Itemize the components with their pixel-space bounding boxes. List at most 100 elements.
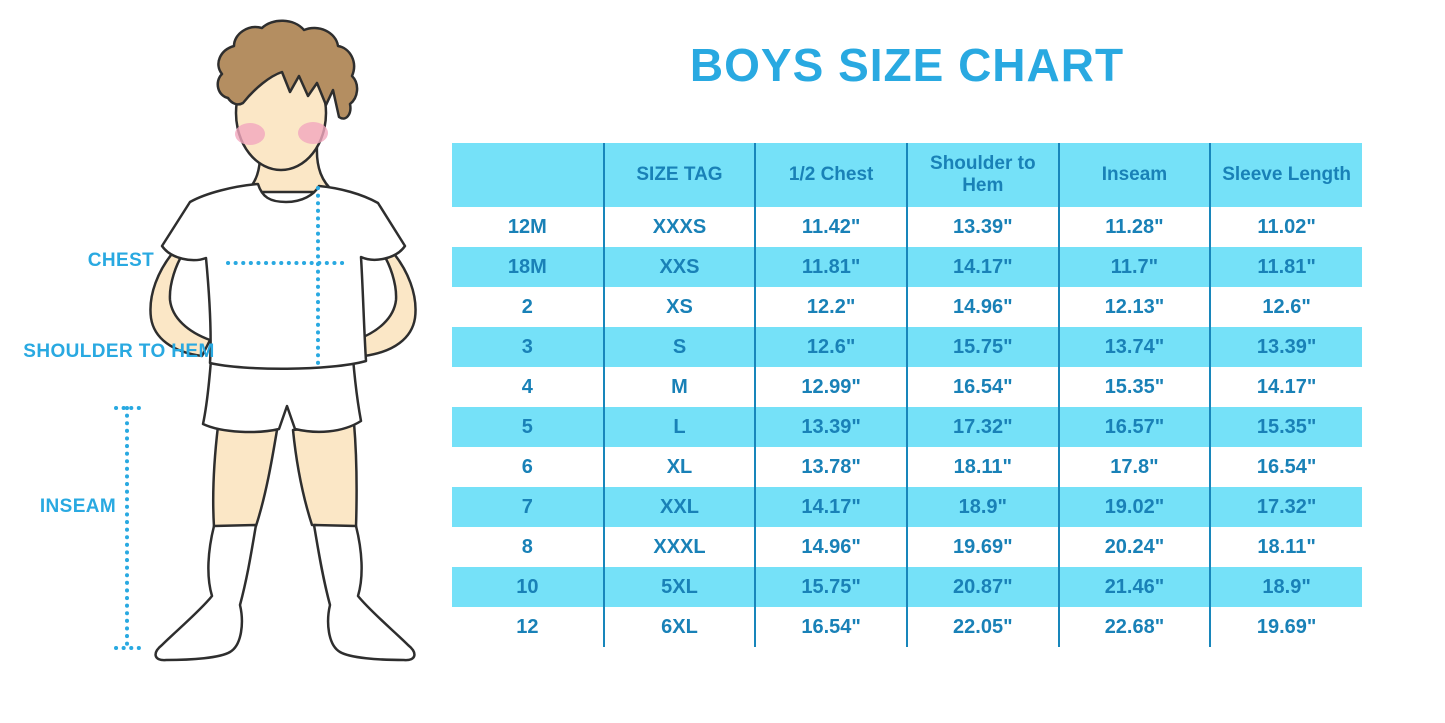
boy-figure-illustration: CHEST SHOULDER TO HEM INSEAM <box>0 0 450 723</box>
measurement-cell: XXXL <box>602 527 756 567</box>
measurement-cell: 15.35" <box>1057 367 1211 407</box>
measurement-cell: 17.8" <box>1057 447 1211 487</box>
measurement-cell: 13.39" <box>905 207 1059 247</box>
table-row: 12M XXXS 11.42" 13.39" 11.28" 11.02" <box>452 207 1362 247</box>
size-chart-table: SIZE TAG 1/2 Chest Shoulder to Hem Inseam Sl… <box>452 143 1362 647</box>
left-arm <box>149 248 212 358</box>
table-row: 5 L 13.39" 17.32" 16.57" 15.35" <box>452 407 1362 447</box>
t-shirt <box>160 182 407 371</box>
measurement-cell: M <box>602 367 756 407</box>
measurement-cell: 11.81" <box>1209 247 1362 287</box>
measurement-cell: XXS <box>602 247 756 287</box>
table-row: 4 M 12.99" 16.54" 15.35" 14.17" <box>452 367 1362 407</box>
row-size-label: 18M <box>507 255 547 278</box>
boy-figure-drawing <box>114 19 417 662</box>
measurement-cell: XS <box>602 287 756 327</box>
row-size-label: 8 <box>521 535 533 558</box>
row-size-label: 10 <box>516 575 539 598</box>
measurement-cell: 13.39" <box>754 407 907 447</box>
measurement-cell: 12.6" <box>754 327 907 367</box>
row-size-label: 7 <box>521 495 533 518</box>
measurement-cell: 21.46" <box>1057 567 1211 607</box>
measurement-cell: 20.24" <box>1057 527 1211 567</box>
measurement-cell: 18.9" <box>1209 567 1362 607</box>
row-size-label: 4 <box>521 375 533 398</box>
measurement-cell: XXL <box>602 487 756 527</box>
measurement-cell: 16.57" <box>1057 407 1211 447</box>
inseam-label: INSEAM <box>39 496 117 517</box>
column-header-empty <box>452 143 604 207</box>
table-row: 8 XXXL 14.96" 19.69" 20.24" 18.11" <box>452 527 1362 567</box>
column-header: 1/2 Chest <box>754 143 907 207</box>
column-header: Shoulder to Hem <box>905 143 1059 207</box>
chest-label: CHEST <box>87 250 155 271</box>
measurement-cell: 22.05" <box>905 607 1059 647</box>
measurement-cell: 19.02" <box>1057 487 1211 527</box>
measurement-cell: 14.17" <box>905 247 1059 287</box>
measurement-cell: 6XL <box>602 607 756 647</box>
measurement-cell: 14.17" <box>754 487 907 527</box>
measurement-cell: 17.32" <box>905 407 1059 447</box>
measurement-cell: 13.78" <box>754 447 907 487</box>
left-leg <box>211 424 279 529</box>
measurement-cell: 13.74" <box>1057 327 1211 367</box>
table-row: 18M XXS 11.81" 14.17" 11.7" 11.81" <box>452 247 1362 287</box>
measurement-cell: 15.35" <box>1209 407 1362 447</box>
measurement-cell: 16.54" <box>754 607 907 647</box>
table-row: 6 XL 13.78" 18.11" 17.8" 16.54" <box>452 447 1362 487</box>
measurement-cell: 5XL <box>602 567 756 607</box>
right-leg <box>291 421 358 529</box>
measurement-cell: 19.69" <box>905 527 1059 567</box>
measurement-cell: 12.13" <box>1057 287 1211 327</box>
measurement-cell: 19.69" <box>1209 607 1362 647</box>
measurement-cell: 16.54" <box>905 367 1059 407</box>
measurement-cell: L <box>602 407 756 447</box>
measurement-cell: 12.2" <box>754 287 907 327</box>
measurement-cell: 18.11" <box>905 447 1059 487</box>
measurement-cell: 11.02" <box>1209 207 1362 247</box>
right-cheek <box>298 122 328 144</box>
measurement-cell: XL <box>602 447 756 487</box>
row-size-label: 6 <box>521 455 533 478</box>
measurement-cell: 18.9" <box>905 487 1059 527</box>
measurement-cell: S <box>602 327 756 367</box>
measurement-cell: 11.28" <box>1057 207 1211 247</box>
table-row: 10 5XL 15.75" 20.87" 21.46" 18.9" <box>452 567 1362 607</box>
row-size-label: 3 <box>521 335 533 358</box>
measurement-cell: 12.99" <box>754 367 907 407</box>
measurement-cell: 12.6" <box>1209 287 1362 327</box>
left-sock <box>154 523 258 662</box>
table-row: 3 S 12.6" 15.75" 13.74" 13.39" <box>452 327 1362 367</box>
row-size-label: 12 <box>516 615 539 638</box>
table-row: 2 XS 12.2" 14.96" 12.13" 12.6" <box>452 287 1362 327</box>
table-row: 7 XXL 14.17" 18.9" 19.02" 17.32" <box>452 487 1362 527</box>
hair <box>216 19 359 120</box>
measurement-cell: XXXS <box>602 207 756 247</box>
measurement-cell: 11.7" <box>1057 247 1211 287</box>
measurement-cell: 11.81" <box>754 247 907 287</box>
column-header: SIZE TAG <box>602 143 756 207</box>
table-row: 12 6XL 16.54" 22.05" 22.68" 19.69" <box>452 607 1362 647</box>
measurement-cell: 15.75" <box>905 327 1059 367</box>
page-title: BOYS SIZE CHART <box>689 39 1125 91</box>
measurement-cell: 14.96" <box>905 287 1059 327</box>
measurement-cell: 16.54" <box>1209 447 1362 487</box>
measurement-cell: 20.87" <box>905 567 1059 607</box>
measurement-cell: 14.17" <box>1209 367 1362 407</box>
row-size-label: 12M <box>507 215 547 238</box>
measurement-cell: 18.11" <box>1209 527 1362 567</box>
column-header: Inseam <box>1057 143 1211 207</box>
measurement-cell: 13.39" <box>1209 327 1362 367</box>
measurement-cell: 14.96" <box>754 527 907 567</box>
measurement-cell: 17.32" <box>1209 487 1362 527</box>
measurement-cell: 15.75" <box>754 567 907 607</box>
measurement-cell: 22.68" <box>1057 607 1211 647</box>
row-size-label: 2 <box>521 295 533 318</box>
shoulder-to-hem-label: SHOULDER TO HEM <box>23 341 215 362</box>
column-header: Sleeve Length <box>1209 143 1362 207</box>
left-cheek <box>235 123 265 145</box>
right-sock <box>312 523 416 662</box>
table-header: SIZE TAG 1/2 Chest Shoulder to Hem Inseam Sl… <box>452 143 1362 207</box>
measurement-cell: 11.42" <box>754 207 907 247</box>
